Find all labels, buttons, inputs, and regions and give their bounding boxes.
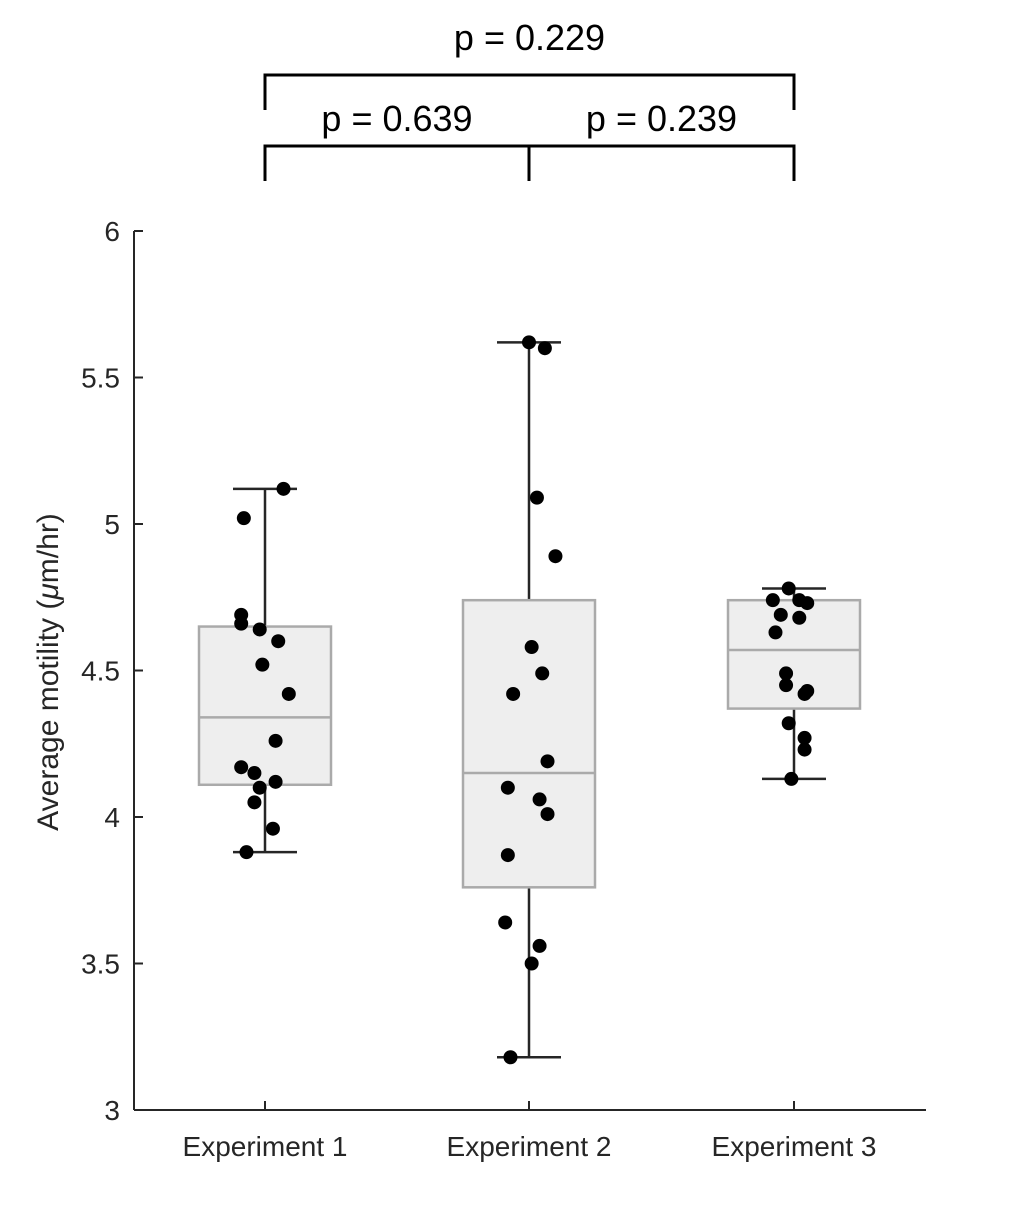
data-point: [765, 593, 780, 608]
data-point: [281, 686, 296, 701]
data-point: [532, 938, 547, 953]
data-point: [265, 821, 280, 836]
box-iqr: [197, 625, 333, 787]
y-tick-label: 3: [104, 1095, 120, 1126]
data-point: [524, 640, 539, 655]
y-tick-label: 5: [104, 509, 120, 540]
boxes: [197, 341, 862, 1059]
x-category-label: Experiment 1: [183, 1131, 348, 1162]
y-tick-label: 3.5: [81, 949, 120, 980]
significance-bracket: [527, 144, 796, 181]
y-axis-label: Average motility (μm/hr): [32, 513, 65, 831]
data-point: [234, 616, 249, 631]
data-point: [768, 625, 783, 640]
y-tick-label: 5.5: [81, 363, 120, 394]
data-point: [797, 742, 812, 757]
data-point: [503, 1050, 518, 1065]
data-point: [779, 678, 794, 693]
data-point: [252, 780, 267, 795]
p-value-label: p = 0.639: [321, 98, 472, 139]
data-point: [779, 666, 794, 681]
significance-bracket: [263, 144, 531, 181]
data-point: [540, 807, 555, 822]
data-point: [548, 549, 563, 564]
data-point: [784, 771, 799, 786]
data-point: [500, 848, 515, 863]
y-tick-label: 4.5: [81, 656, 120, 687]
data-point: [247, 766, 262, 781]
data-point: [535, 666, 550, 681]
data-point: [781, 581, 796, 596]
significance-brackets: p = 0.229 p = 0.639 p = 0.239: [263, 17, 796, 181]
data-point: [524, 956, 539, 971]
data-point: [276, 481, 291, 496]
y-tick-label: 6: [104, 216, 120, 247]
data-point: [800, 684, 815, 699]
p-value-label: p = 0.239: [586, 98, 737, 139]
x-category-label: Experiment 3: [712, 1131, 877, 1162]
data-point: [532, 792, 547, 807]
data-point: [268, 774, 283, 789]
y-axis-label-prefix: Average motility (: [32, 600, 65, 831]
data-point: [239, 845, 254, 860]
data-point: [537, 341, 552, 356]
data-point: [522, 335, 536, 350]
data-point: [500, 780, 515, 795]
data-point: [506, 686, 521, 701]
axes: 3 3.5 4 4.5 5 5.5 6 Experiment 1 Experiment 2 Exp…: [81, 216, 926, 1162]
p-value-label: p = 0.229: [454, 17, 605, 58]
data-point: [781, 716, 796, 731]
data-point: [498, 915, 513, 930]
y-axis-label-suffix: m/hr): [32, 513, 65, 583]
y-tick-label: 4: [104, 802, 120, 833]
data-point: [252, 622, 267, 637]
x-category-label: Experiment 2: [447, 1131, 612, 1162]
data-point: [529, 490, 544, 505]
data-point: [271, 634, 286, 649]
data-point: [540, 754, 555, 769]
y-axis-label-mu: μ: [32, 583, 65, 600]
data-point: [797, 730, 812, 745]
significance-bracket: [263, 73, 796, 110]
data-point: [792, 610, 807, 625]
data-point: [234, 760, 249, 775]
data-point: [255, 657, 270, 672]
data-point: [236, 511, 251, 526]
data-points: [234, 335, 815, 1065]
data-point: [268, 733, 283, 748]
data-point: [800, 596, 815, 611]
box-iqr: [726, 598, 862, 710]
data-point: [247, 795, 262, 810]
data-point: [773, 607, 788, 622]
